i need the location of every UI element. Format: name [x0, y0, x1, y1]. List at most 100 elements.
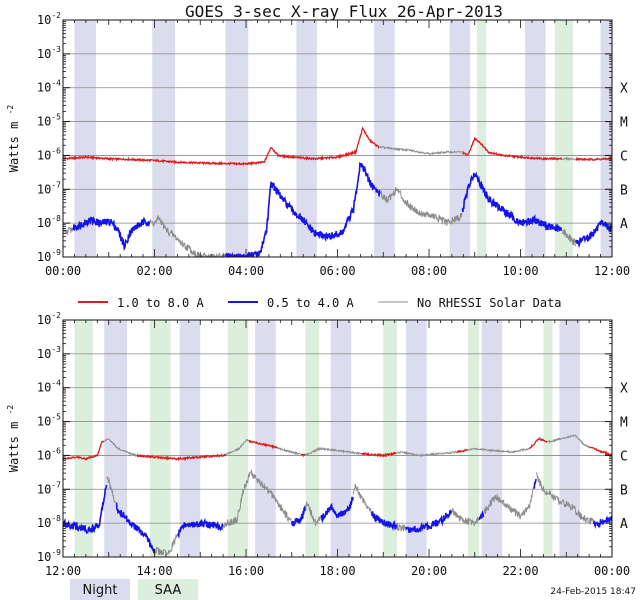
saa-band — [149, 320, 171, 557]
y-tick-base: 10 — [37, 381, 51, 395]
night-band — [559, 320, 580, 557]
chart-title: GOES 3-sec X-ray Flux 26-Apr-2013 — [185, 2, 503, 21]
x-tick-label: 06:00 — [319, 264, 355, 278]
trace-series-2 — [63, 478, 612, 554]
trace-group — [63, 434, 612, 556]
y-tick-exponent: -3 — [51, 345, 61, 354]
y-tick-base: 10 — [37, 313, 51, 327]
x-tick-label: 18:00 — [319, 564, 355, 578]
trace-series-1 — [63, 126, 612, 167]
x-tick-label: 20:00 — [411, 564, 447, 578]
night-band — [374, 20, 395, 257]
y-tick-base: 10 — [37, 13, 51, 27]
flare-class-label: C — [620, 149, 628, 164]
x-tick-label: 12:00 — [594, 264, 630, 278]
saa-swatch — [138, 579, 198, 600]
x-tick-label: 00:00 — [45, 264, 81, 278]
flare-class-label: M — [620, 116, 628, 131]
y-tick-base: 10 — [37, 516, 51, 530]
y-tick-base: 10 — [37, 148, 51, 162]
night-band — [179, 320, 201, 557]
y-tick-exponent: -8 — [51, 214, 61, 223]
night-label: Night — [83, 583, 118, 598]
y-tick-base: 10 — [37, 482, 51, 496]
night-band — [481, 320, 503, 557]
y-tick-exponent: -9 — [51, 248, 61, 257]
y-tick-exponent: -5 — [51, 413, 61, 422]
trace-no-rhessi — [63, 187, 576, 257]
y-tick-exponent: -2 — [51, 311, 61, 320]
x-tick-label: 00:00 — [594, 564, 630, 578]
night-band — [255, 320, 276, 557]
y-tick-label: 10-6 — [37, 446, 61, 462]
y-tick-exponent: -6 — [51, 146, 61, 155]
night-band — [406, 320, 427, 557]
saa-band — [74, 320, 93, 557]
x-tick-label: 22:00 — [502, 564, 538, 578]
x-tick-label: 12:00 — [45, 564, 81, 578]
x-tick-label: 10:00 — [502, 264, 538, 278]
y-tick-exponent: -7 — [51, 180, 61, 189]
y-tick-exponent: -6 — [51, 446, 61, 455]
legend: 1.0 to 8.0 A 0.5 to 4.0 A No RHESSI Sola… — [78, 296, 562, 310]
night-band — [152, 20, 176, 257]
saa-band — [383, 320, 397, 557]
y-axis-title: Watts m -2 — [6, 105, 21, 173]
night-band — [74, 20, 96, 257]
y-tick-base: 10 — [37, 81, 51, 95]
chart-panel-2: 10-910-810-710-610-510-410-310-2ABCMXWat… — [6, 311, 630, 578]
y-tick-base: 10 — [37, 115, 51, 129]
y-tick-label: 10-3 — [37, 345, 61, 361]
y-tick-base: 10 — [37, 448, 51, 462]
night-band — [225, 20, 249, 257]
night-band — [525, 20, 546, 257]
shading-legend: Night SAA — [70, 579, 198, 600]
y-tick-exponent: -5 — [51, 113, 61, 122]
night-band — [296, 20, 317, 257]
saa-band — [554, 20, 574, 257]
legend-label-no-rhessi: No RHESSI Solar Data — [417, 296, 562, 310]
y-tick-base: 10 — [37, 250, 51, 264]
y-tick-label: 10-4 — [37, 379, 61, 395]
night-band — [330, 320, 352, 557]
trace-series-1 — [63, 437, 612, 462]
footer-date: 24-Feb-2015 18:47 — [550, 587, 636, 597]
y-tick-base: 10 — [37, 182, 51, 196]
y-tick-base: 10 — [37, 550, 51, 564]
y-tick-base: 10 — [37, 415, 51, 429]
y-tick-base: 10 — [37, 47, 51, 61]
saa-band — [477, 20, 487, 257]
chart-panel-1: 10-910-810-710-610-510-410-310-2ABCMXWat… — [6, 11, 630, 278]
y-tick-label: 10-3 — [37, 45, 61, 61]
trace-no-rhessi — [379, 145, 576, 162]
y-tick-exponent: -4 — [51, 379, 61, 388]
saa-band — [543, 320, 553, 557]
y-tick-exponent: -7 — [51, 480, 61, 489]
saa-label: SAA — [155, 583, 182, 598]
trace-group — [63, 126, 612, 257]
x-tick-label: 16:00 — [228, 564, 264, 578]
night-band — [104, 320, 128, 557]
y-tick-exponent: -3 — [51, 45, 61, 54]
y-tick-exponent: -2 — [51, 11, 61, 20]
y-axis-title-base: Watts m — [7, 414, 21, 472]
y-tick-label: 10-9 — [37, 548, 61, 564]
saa-band — [305, 320, 320, 557]
y-tick-exponent: -4 — [51, 79, 61, 88]
y-tick-label: 10-2 — [37, 11, 61, 27]
y-axis-title: Watts m -2 — [6, 405, 21, 473]
flare-class-label: A — [620, 217, 628, 232]
flare-class-label: B — [620, 483, 628, 498]
y-tick-label: 10-7 — [37, 180, 61, 196]
flare-class-label: X — [620, 382, 628, 397]
y-tick-label: 10-6 — [37, 146, 61, 162]
night-band — [600, 20, 612, 257]
saa-band — [227, 320, 249, 557]
y-tick-label: 10-4 — [37, 79, 61, 95]
trace-no-rhessi — [104, 434, 590, 458]
y-tick-label: 10-9 — [37, 248, 61, 264]
y-tick-base: 10 — [37, 216, 51, 230]
legend-label-long-channel: 1.0 to 8.0 A — [117, 296, 204, 310]
flare-class-label: M — [620, 416, 628, 431]
x-tick-label: 02:00 — [136, 264, 172, 278]
